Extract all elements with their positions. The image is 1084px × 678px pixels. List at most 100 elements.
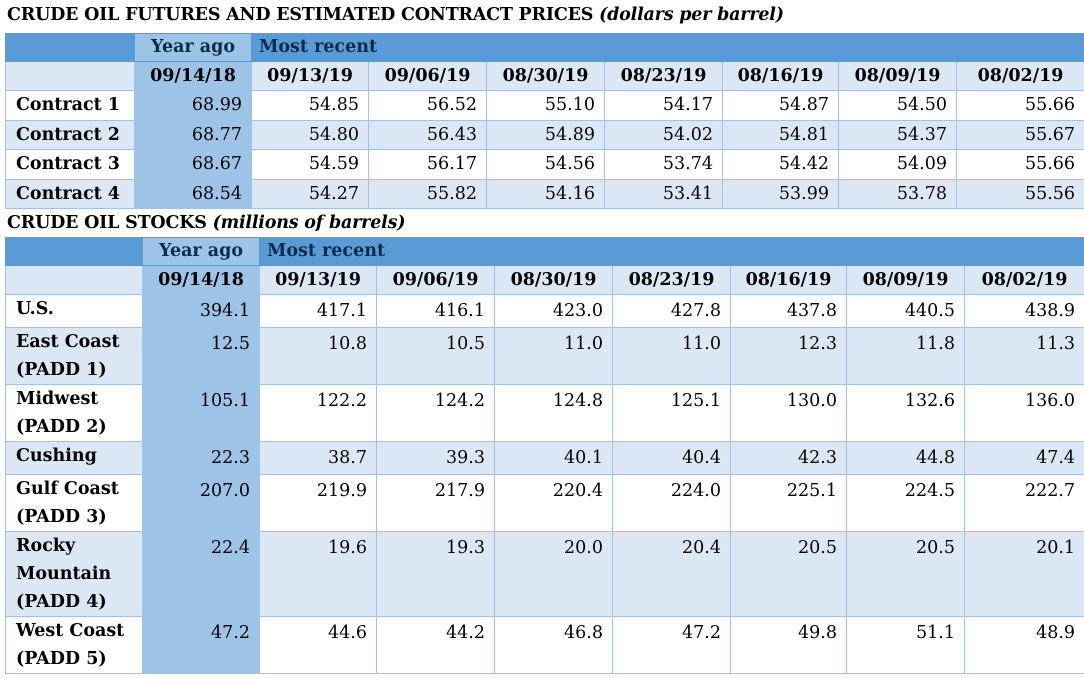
futures-row: Contract 2 68.77 54.80 56.43 54.89 54.02 54.81… xyxy=(5,119,1084,150)
futures-value-cell: 55.56 xyxy=(955,178,1084,209)
stocks-title-main: CRUDE OIL STOCKS xyxy=(7,213,207,233)
stocks-value-cell: 20.5 xyxy=(730,531,847,617)
stocks-value-cell: 416.1 xyxy=(376,294,495,328)
stocks-value-cell: 20.0 xyxy=(494,531,613,617)
stocks-value-cell: 105.1 xyxy=(142,384,260,442)
stocks-date-header: 09/14/18 xyxy=(142,265,260,295)
futures-value-cell: 55.67 xyxy=(955,119,1084,150)
stocks-date-corner xyxy=(5,265,143,295)
stocks-value-cell: 19.3 xyxy=(376,531,495,617)
futures-value-cell: 55.66 xyxy=(955,90,1084,121)
stocks-row: Gulf Coast (PADD 3) 207.0 219.9 217.9 220.4 2… xyxy=(5,474,1084,532)
futures-date-header: 09/06/19 xyxy=(368,61,487,91)
stocks-value-cell: 438.9 xyxy=(963,294,1084,328)
stocks-value-cell: 46.8 xyxy=(494,616,613,674)
stocks-table: Year ago Most recent 09/14/18 09/13/19 0… xyxy=(5,237,1084,674)
stocks-row: U.S. 394.1 417.1 416.1 423.0 427.8 437.8 440.5 4… xyxy=(5,294,1084,328)
futures-value-cell: 56.43 xyxy=(368,119,487,150)
futures-row: Contract 3 68.67 54.59 56.17 54.56 53.74 54.42… xyxy=(5,149,1084,180)
stocks-value-cell: 124.2 xyxy=(376,384,495,442)
stocks-header-band: Year ago Most recent xyxy=(5,237,1084,266)
futures-date-header: 09/13/19 xyxy=(251,61,369,91)
stocks-value-cell: 222.7 xyxy=(963,474,1084,532)
stocks-value-cell: 40.1 xyxy=(494,441,613,475)
stocks-value-cell: 440.5 xyxy=(846,294,965,328)
futures-value-cell: 56.52 xyxy=(368,90,487,121)
stocks-row-label: Cushing xyxy=(5,441,143,475)
stocks-value-cell: 225.1 xyxy=(730,474,847,532)
futures-row-label: Contract 1 xyxy=(5,90,135,121)
stocks-value-cell: 423.0 xyxy=(494,294,613,328)
futures-date-header: 08/16/19 xyxy=(722,61,839,91)
futures-header-band: Year ago Most recent xyxy=(5,33,1084,62)
stocks-most-recent-label: Most recent xyxy=(258,237,1084,266)
stocks-row: Rocky Mountain (PADD 4) 22.4 19.6 19.3 20.0 2… xyxy=(5,531,1084,617)
stocks-row-label: Gulf Coast (PADD 3) xyxy=(5,474,143,532)
stocks-date-header: 08/23/19 xyxy=(612,265,731,295)
futures-value-cell: 54.59 xyxy=(251,149,369,180)
stocks-value-cell: 437.8 xyxy=(730,294,847,328)
stocks-value-cell: 44.6 xyxy=(259,616,377,674)
stocks-value-cell: 220.4 xyxy=(494,474,613,532)
futures-most-recent-label: Most recent xyxy=(250,33,1084,62)
stocks-date-header: 08/30/19 xyxy=(494,265,613,295)
futures-value-cell: 56.17 xyxy=(368,149,487,180)
stocks-value-cell: 125.1 xyxy=(612,384,731,442)
futures-table-body: Year ago Most recent 09/14/18 09/13/19 0… xyxy=(5,33,1084,209)
stocks-value-cell: 20.5 xyxy=(846,531,965,617)
stocks-value-cell: 11.3 xyxy=(963,327,1084,385)
stocks-value-cell: 124.8 xyxy=(494,384,613,442)
stocks-value-cell: 132.6 xyxy=(846,384,965,442)
futures-year-ago-label: Year ago xyxy=(134,33,252,62)
stocks-header-corner xyxy=(5,237,143,266)
futures-table: Year ago Most recent 09/14/18 09/13/19 0… xyxy=(5,33,1084,209)
stocks-value-cell: 44.2 xyxy=(376,616,495,674)
futures-value-cell: 54.09 xyxy=(838,149,957,180)
futures-row-label: Contract 3 xyxy=(5,149,135,180)
stocks-value-cell: 47.2 xyxy=(612,616,731,674)
futures-row-label: Contract 2 xyxy=(5,119,135,150)
futures-value-cell: 53.99 xyxy=(722,178,839,209)
futures-value-cell: 54.85 xyxy=(251,90,369,121)
futures-row: Contract 4 68.54 54.27 55.82 54.16 53.41 53.99… xyxy=(5,178,1084,209)
stocks-value-cell: 130.0 xyxy=(730,384,847,442)
stocks-year-ago-label: Year ago xyxy=(142,237,260,266)
futures-row-label: Contract 4 xyxy=(5,178,135,209)
stocks-value-cell: 224.5 xyxy=(846,474,965,532)
stocks-value-cell: 11.0 xyxy=(494,327,613,385)
futures-value-cell: 68.67 xyxy=(134,149,252,180)
futures-date-header: 09/14/18 xyxy=(134,61,252,91)
stocks-row-label: Midwest (PADD 2) xyxy=(5,384,143,442)
futures-value-cell: 54.16 xyxy=(486,178,605,209)
stocks-date-header: 09/13/19 xyxy=(259,265,377,295)
stocks-value-cell: 22.3 xyxy=(142,441,260,475)
stocks-row: Cushing 22.3 38.7 39.3 40.1 40.4 42.3 44.8 47.4 xyxy=(5,441,1084,475)
stocks-value-cell: 224.0 xyxy=(612,474,731,532)
futures-date-header: 08/30/19 xyxy=(486,61,605,91)
futures-header-corner xyxy=(5,33,135,62)
stocks-date-row: 09/14/18 09/13/19 09/06/19 08/30/19 08/2… xyxy=(5,265,1084,295)
stocks-date-header: 08/02/19 xyxy=(963,265,1084,295)
stocks-value-cell: 20.4 xyxy=(612,531,731,617)
stocks-value-cell: 10.5 xyxy=(376,327,495,385)
futures-value-cell: 55.66 xyxy=(955,149,1084,180)
futures-title-unit: (dollars per barrel) xyxy=(599,5,784,25)
stocks-value-cell: 394.1 xyxy=(142,294,260,328)
futures-value-cell: 54.56 xyxy=(486,149,605,180)
stocks-value-cell: 19.6 xyxy=(259,531,377,617)
futures-value-cell: 54.17 xyxy=(604,90,723,121)
futures-value-cell: 54.50 xyxy=(838,90,957,121)
futures-value-cell: 55.10 xyxy=(486,90,605,121)
futures-value-cell: 54.80 xyxy=(251,119,369,150)
stocks-value-cell: 122.2 xyxy=(259,384,377,442)
stocks-value-cell: 12.3 xyxy=(730,327,847,385)
futures-value-cell: 68.54 xyxy=(134,178,252,209)
stocks-value-cell: 47.2 xyxy=(142,616,260,674)
futures-date-row: 09/14/18 09/13/19 09/06/19 08/30/19 08/2… xyxy=(5,61,1084,91)
stocks-value-cell: 22.4 xyxy=(142,531,260,617)
stocks-value-cell: 217.9 xyxy=(376,474,495,532)
stocks-value-cell: 20.1 xyxy=(963,531,1084,617)
futures-value-cell: 55.82 xyxy=(368,178,487,209)
stocks-value-cell: 49.8 xyxy=(730,616,847,674)
stocks-row-label: West Coast (PADD 5) xyxy=(5,616,143,674)
